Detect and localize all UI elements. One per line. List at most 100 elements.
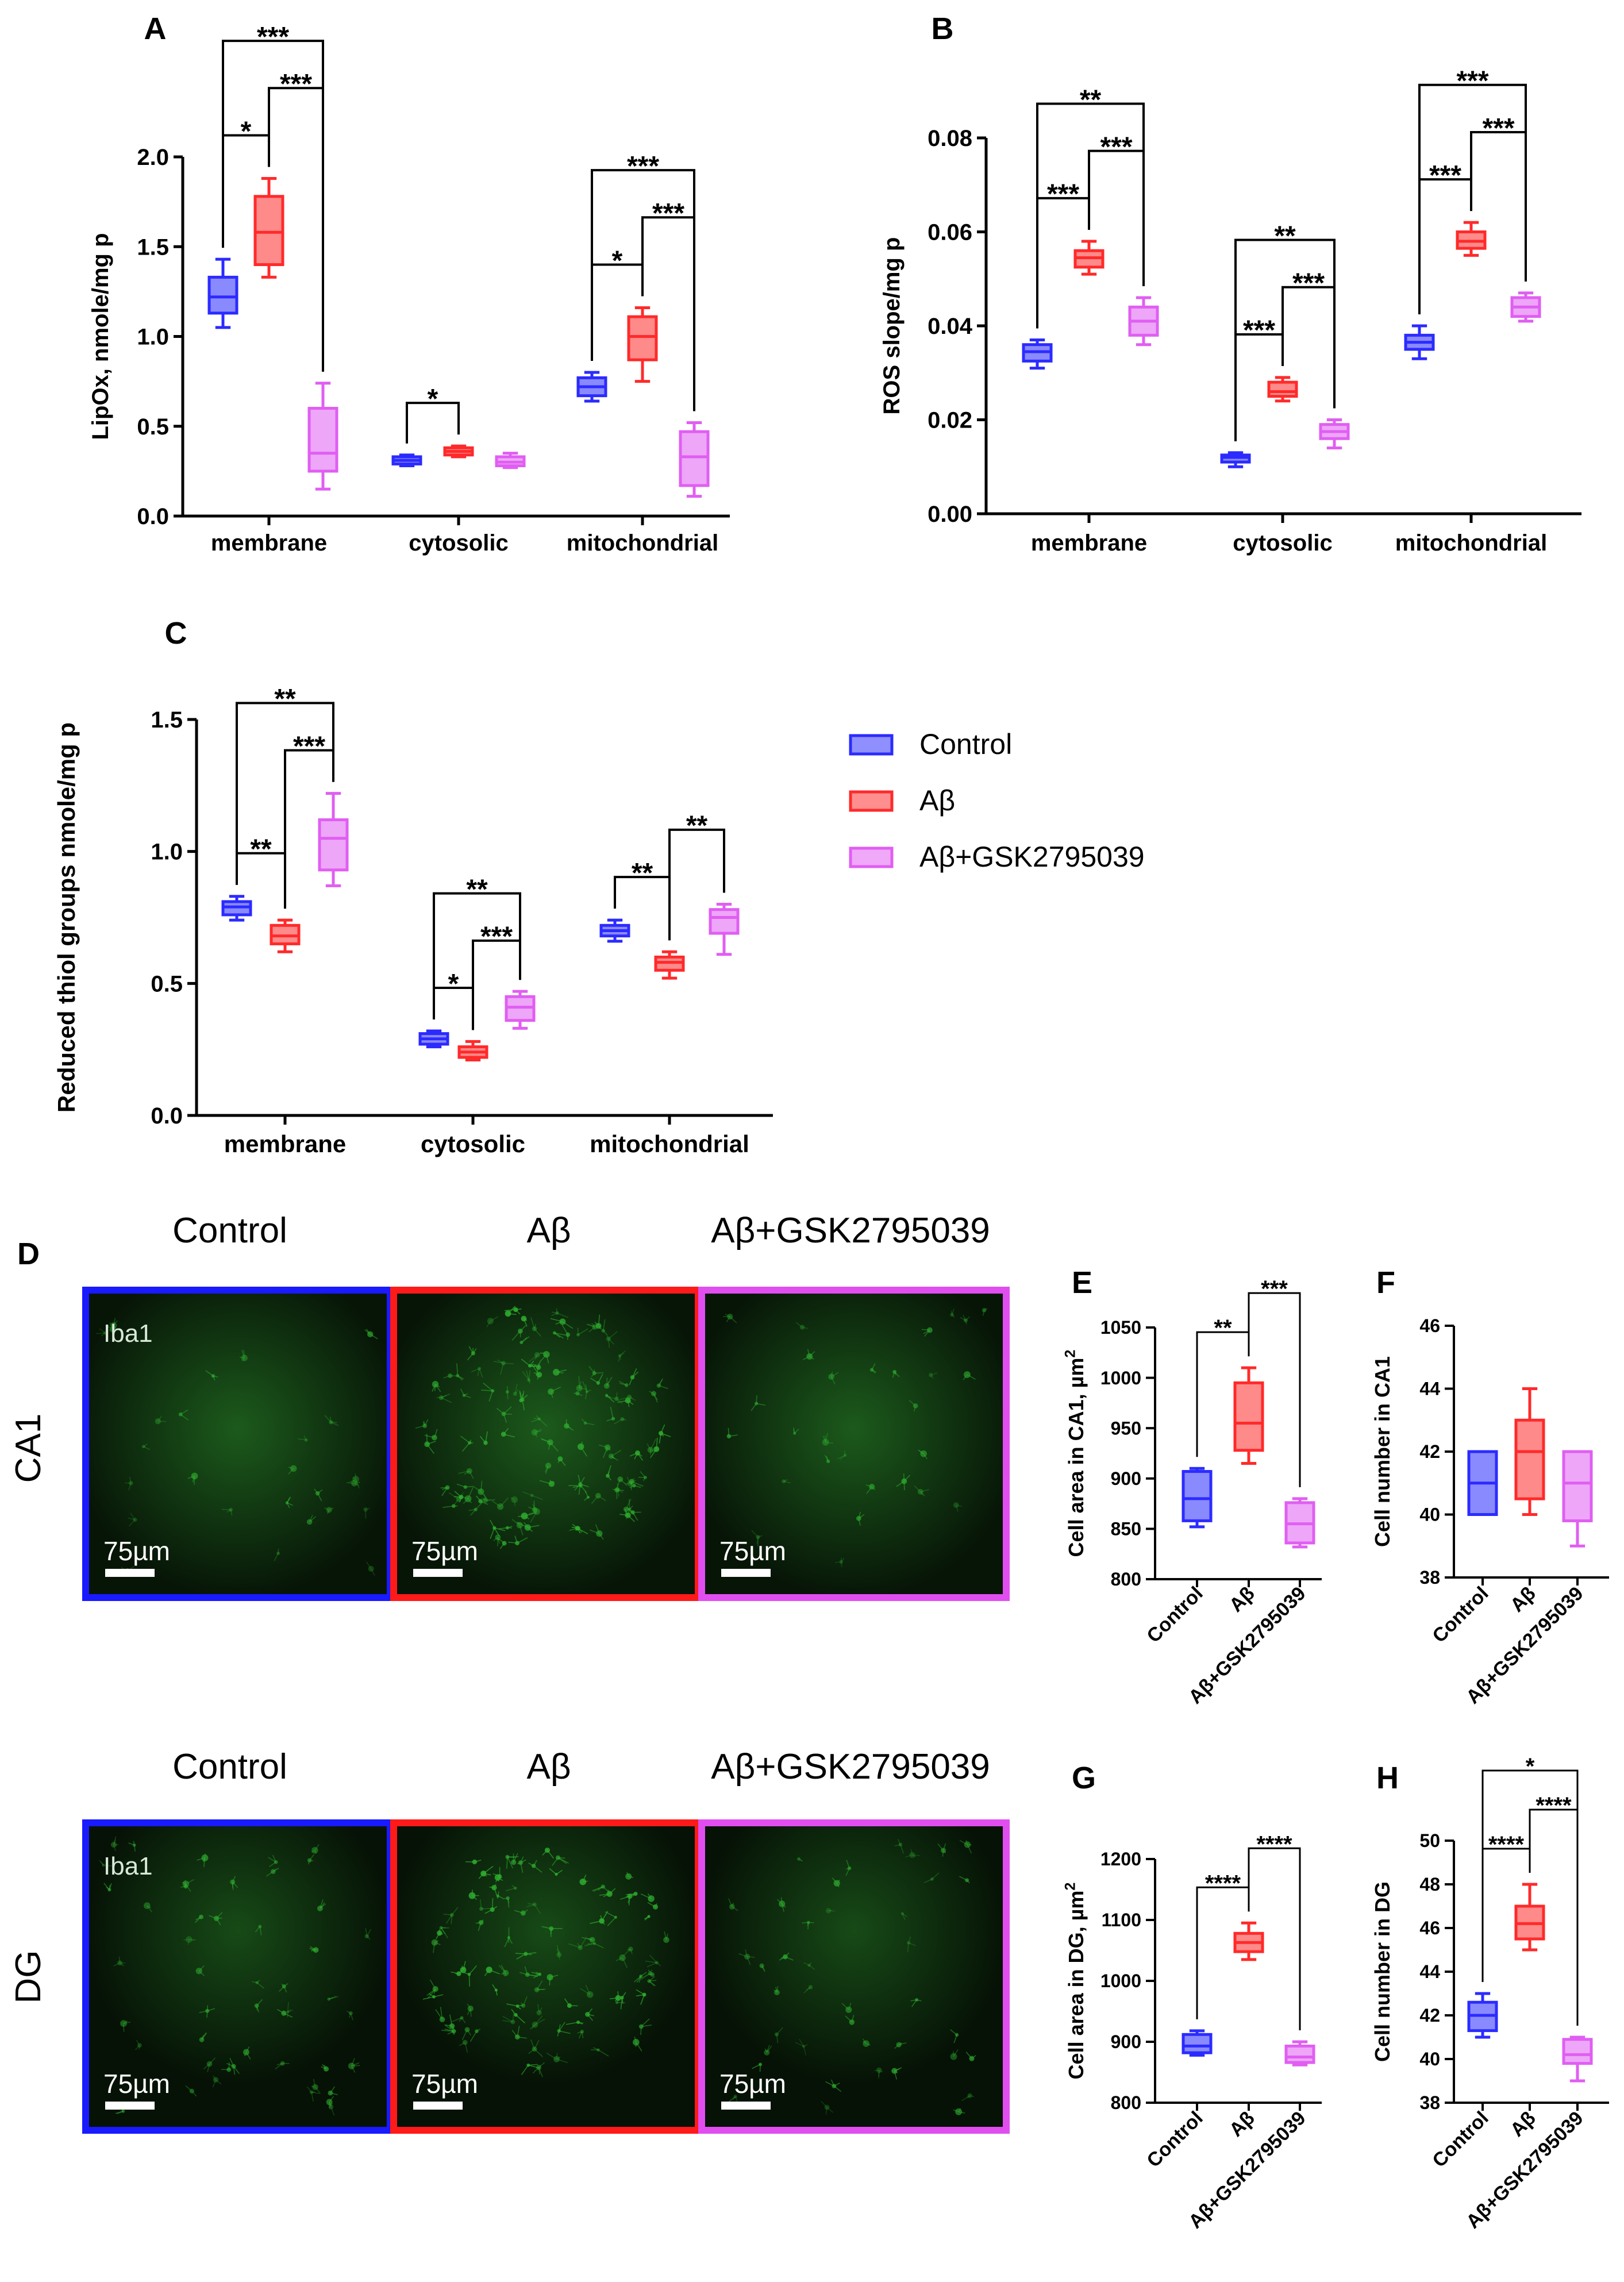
- panel-e: E 800 850 900 950 1000 1050 Cell area in CA1, …: [1063, 1265, 1322, 1708]
- box-cytosolic-control: [391, 453, 422, 467]
- scale-bar-dg-control: 75µm: [103, 2069, 170, 2110]
- significance-label: ***: [293, 731, 325, 761]
- box-abeta: [1514, 1387, 1545, 1516]
- y-tick-label: 0.0: [151, 1103, 183, 1129]
- significance-bracket: ***: [591, 151, 695, 411]
- box-control: [1467, 1450, 1498, 1516]
- box-cytosolic-gsk: [505, 990, 536, 1030]
- box-control: [1182, 1467, 1213, 1529]
- significance-bracket: ****: [1529, 1793, 1579, 2026]
- scale-bar-ca1-control: 75µm: [103, 1536, 170, 1577]
- significance-bracket: **: [433, 874, 521, 1020]
- microglia-cells: [723, 1308, 988, 1568]
- y-tick-label: 0.5: [137, 414, 169, 440]
- y-tick-label: 46: [1419, 1918, 1440, 1938]
- significance-bracket: ***: [1418, 66, 1527, 314]
- significance-label: ***: [257, 22, 289, 52]
- significance-label: ****: [1488, 1832, 1525, 1857]
- x-category-label: membrane: [224, 1130, 346, 1157]
- chart-a: 0.0 0.5 1.0 1.5 2.0 LipOx, nmole/mg p membrane…: [88, 22, 730, 556]
- significance-label: ***: [1261, 1276, 1288, 1302]
- significance-bracket: **: [1036, 84, 1145, 329]
- x-category-label: Aβ: [1506, 1583, 1540, 1617]
- microglia-cells: [415, 1306, 671, 1549]
- y-tick-label: 1200: [1100, 1849, 1141, 1869]
- image-dg-gsk: [698, 1819, 1010, 2134]
- y-axis-label: Cell area in DG, µm2: [1063, 1883, 1088, 2080]
- dg-col-label-control: Control: [172, 1747, 287, 1787]
- box-gsk: [1562, 1450, 1593, 1548]
- box-control: [1467, 1992, 1498, 2039]
- x-category-label: Control: [1142, 1583, 1207, 1647]
- row-label-dg: DG: [9, 1950, 48, 2004]
- significance-label: *: [241, 116, 252, 147]
- significance-label: **: [1274, 221, 1296, 251]
- legend-item-gsk: Aβ+GSK2795039: [849, 841, 1145, 873]
- significance-label: **: [466, 874, 488, 905]
- x-category-label: mitochondrial: [1395, 530, 1547, 556]
- box-mitochondrial-abeta: [654, 950, 685, 980]
- panel-g-label: G: [1072, 1761, 1096, 1795]
- y-tick-label: 48: [1419, 1874, 1440, 1895]
- x-category-label: mitochondrial: [567, 530, 718, 556]
- y-tick-label: 0.04: [928, 314, 973, 339]
- panel-e-label: E: [1072, 1265, 1092, 1300]
- y-tick-label: 1.0: [137, 325, 169, 350]
- scale-bar-dg-gsk: 75µm: [719, 2069, 786, 2110]
- scale-label-dg-control: 75µm: [103, 2069, 170, 2099]
- dg-col-label-gsk: Aβ+GSK2795039: [711, 1747, 990, 1787]
- x-category-label: mitochondrial: [590, 1130, 749, 1157]
- significance-bracket: ***: [1248, 1276, 1301, 1487]
- box-gsk: [1284, 1497, 1315, 1549]
- box-membrane-control: [207, 257, 238, 329]
- box-membrane-abeta: [253, 177, 284, 279]
- significance-bracket: ***: [222, 22, 324, 372]
- scale-label-dg-gsk: 75µm: [719, 2069, 786, 2099]
- box-membrane-control: [221, 895, 252, 922]
- significance-bracket: *: [406, 384, 460, 444]
- panel-b: B 0.00 0.02 0.04 0.06 0.08 ROS slope/mg p memb…: [879, 11, 1581, 556]
- y-tick-label: 38: [1419, 2092, 1440, 2113]
- significance-bracket: **: [614, 858, 671, 941]
- box-mitochondrial-control: [599, 918, 630, 943]
- legend: Control Aβ Aβ+GSK2795039: [849, 728, 1145, 873]
- significance-label: **: [1214, 1315, 1232, 1341]
- microglia-cells: [422, 1848, 669, 2077]
- significance-bracket: **: [668, 811, 725, 941]
- significance-label: *: [1526, 1754, 1535, 1779]
- y-tick-label: 0.06: [928, 220, 972, 245]
- significance-label: ***: [1456, 66, 1488, 97]
- significance-bracket: *: [433, 969, 474, 1030]
- legend-label-control: Control: [919, 728, 1012, 760]
- legend-label-abeta: Aβ: [919, 784, 955, 817]
- significance-label: **: [274, 684, 296, 714]
- y-tick-label: 0.0: [137, 504, 169, 529]
- legend-item-control: Control: [849, 728, 1012, 760]
- x-category-label: Aβ: [1506, 2107, 1540, 2141]
- y-tick-label: 800: [1111, 1569, 1141, 1590]
- significance-label: *: [428, 384, 438, 414]
- box-cytosolic-control: [1220, 451, 1251, 468]
- y-tick-label: 0.00: [928, 502, 972, 527]
- y-tick-label: 1000: [1100, 1368, 1141, 1388]
- panel-b-label: B: [932, 11, 954, 46]
- box-cytosolic-control: [418, 1029, 449, 1049]
- box-membrane-gsk: [1128, 296, 1159, 347]
- box-cytosolic-abeta: [443, 444, 474, 459]
- y-tick-label: 42: [1419, 1441, 1440, 1462]
- image-ca1-gsk: [698, 1287, 1010, 1601]
- box-gsk: [1284, 2040, 1315, 2067]
- y-tick-label: 40: [1419, 1504, 1440, 1525]
- x-category-label: membrane: [211, 530, 327, 556]
- image-ca1-abeta: [390, 1287, 702, 1601]
- ca1-col-label-abeta: Aβ: [526, 1211, 571, 1250]
- x-category-label: cytosolic: [409, 530, 508, 556]
- stain-label-dg: Iba1: [103, 1852, 153, 1880]
- y-tick-label: 850: [1111, 1519, 1141, 1540]
- y-tick-label: 1050: [1100, 1317, 1141, 1338]
- box-mitochondrial-gsk: [679, 421, 710, 498]
- panel-h-label: H: [1376, 1761, 1399, 1795]
- significance-label: ****: [1256, 1831, 1292, 1857]
